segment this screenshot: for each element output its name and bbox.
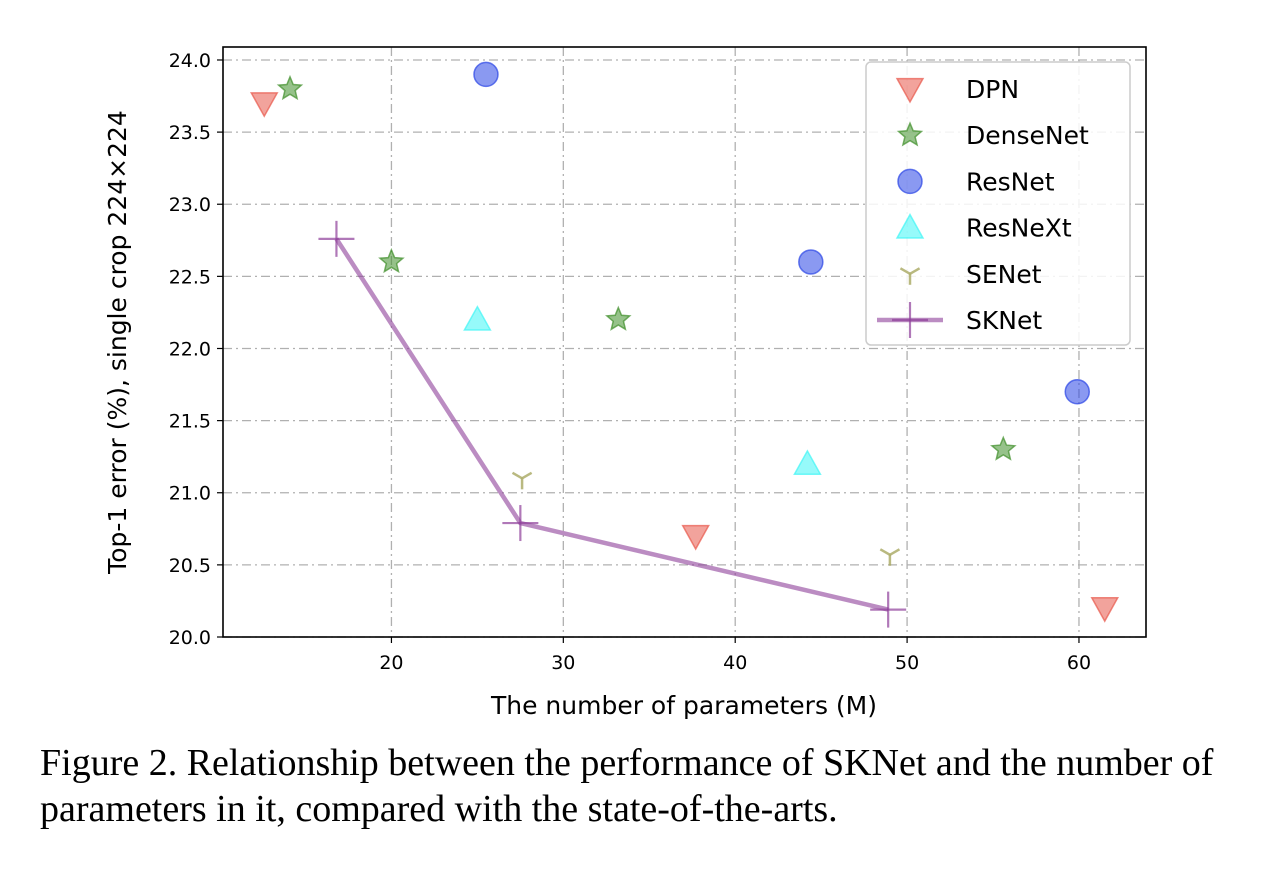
senet-legend-marker <box>899 267 921 285</box>
x-tick-label: 50 <box>895 652 919 674</box>
y-tick-label: 23.5 <box>169 122 211 144</box>
legend-item-resnet: ResNet <box>897 167 1055 196</box>
figure-caption: Figure 2. Relationship between the perfo… <box>40 742 1214 830</box>
legend-label: DenseNet <box>966 121 1089 150</box>
dpn-point <box>1090 596 1120 623</box>
marks <box>249 61 1120 628</box>
legend: DPN DenseNet ResNet ResNeXt SENet SKNet <box>865 61 1131 346</box>
resnext-point <box>463 305 492 331</box>
x-tick-label: 60 <box>1067 652 1091 674</box>
densenet-point <box>276 74 304 101</box>
resnext-legend-marker <box>895 213 925 239</box>
legend-item-dpn: DPN <box>895 75 1019 104</box>
legend-label: ResNeXt <box>966 214 1072 243</box>
sknet-point <box>502 505 539 542</box>
plot-frame <box>222 46 1147 638</box>
y-tick-label: 21.5 <box>169 411 211 433</box>
y-tick-label: 22.5 <box>169 266 211 288</box>
sknet-point <box>870 591 907 628</box>
y-tick-label: 21.0 <box>169 483 211 505</box>
densenet-point <box>605 305 632 331</box>
densenet-legend-marker <box>896 121 924 147</box>
x-tick-label: 30 <box>551 652 575 674</box>
y-tick-label: 20.0 <box>169 627 211 649</box>
legend-label: SKNet <box>966 306 1042 335</box>
legend-label: DPN <box>966 75 1019 104</box>
y-tick-label: 20.5 <box>169 555 211 577</box>
resnet-point <box>798 249 824 275</box>
legend-label: ResNet <box>966 167 1055 196</box>
dpn-point <box>681 524 710 551</box>
y-tick-label: 22.0 <box>169 338 211 360</box>
legend-item-densenet: DenseNet <box>896 121 1089 150</box>
resnext-point <box>793 449 822 476</box>
legend-box <box>865 61 1131 346</box>
y-tick-label: 23.0 <box>169 194 211 216</box>
ticks: 20 30 40 50 60 20.0 20.5 21.0 21.5 22.0 22.5 23.0 23… <box>169 50 1091 674</box>
densenet-point <box>378 247 405 274</box>
senet-point <box>879 548 901 566</box>
legend-item-resnext: ResNeXt <box>895 213 1072 243</box>
legend-label: SENet <box>966 260 1042 289</box>
legend-item-sknet: SKNet <box>877 302 1042 338</box>
resnet-point <box>1064 379 1090 405</box>
densenet-point <box>990 435 1017 461</box>
sknet-legend-marker <box>892 302 928 338</box>
sknet-point <box>318 220 355 257</box>
resnet-legend-marker <box>897 168 923 195</box>
y-tick-label: 24.0 <box>169 50 211 72</box>
legend-item-senet: SENet <box>899 260 1042 289</box>
resnet-point <box>473 61 499 88</box>
x-axis-label: The number of parameters (M) <box>490 691 877 720</box>
x-tick-label: 40 <box>723 652 747 674</box>
dpn-legend-marker <box>895 77 925 104</box>
dpn-point <box>249 92 279 118</box>
y-axis-label: Top-1 error (%), single crop 224×224 <box>103 110 132 575</box>
senet-point <box>511 471 533 490</box>
x-tick-label: 20 <box>379 652 403 674</box>
sknet-line <box>334 237 889 612</box>
